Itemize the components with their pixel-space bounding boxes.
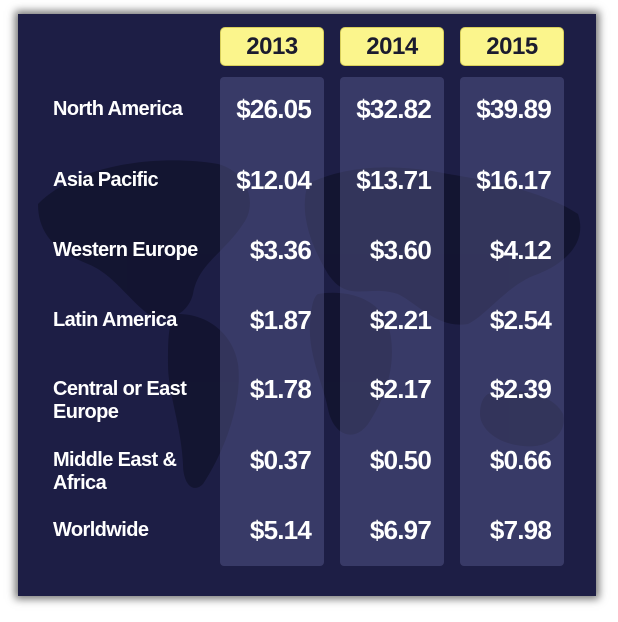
value-cell: $2.54 (489, 305, 552, 335)
value-cell: $0.50 (369, 445, 432, 475)
year-header-2015: 2015 (460, 27, 564, 66)
value-cell: $6.97 (369, 515, 432, 545)
region-label: Central or East Europe (53, 378, 187, 423)
value-cell: $4.12 (489, 235, 552, 265)
value-cell: $2.17 (369, 374, 432, 404)
value-cell: $3.60 (369, 235, 432, 265)
region-label: Asia Pacific (53, 169, 159, 191)
region-label: North America (53, 98, 183, 120)
value-cell: $13.71 (356, 165, 432, 195)
value-cell: $2.21 (369, 305, 432, 335)
value-cell: $7.98 (489, 515, 552, 545)
region-label: Middle East & Africa (53, 449, 177, 494)
value-cell: $0.37 (249, 445, 312, 475)
world-map-icon (38, 160, 581, 488)
region-label: Latin America (53, 309, 177, 331)
value-cell: $12.04 (236, 165, 312, 195)
value-cell: $5.14 (249, 515, 312, 545)
value-cell: $16.17 (476, 165, 552, 195)
value-cell: $1.87 (249, 305, 312, 335)
value-cell: $26.05 (236, 94, 312, 124)
value-cell: $1.78 (249, 374, 312, 404)
region-label: Worldwide (53, 519, 149, 541)
value-cell: $0.66 (489, 445, 552, 475)
column-band-2014 (340, 77, 444, 566)
region-label: Western Europe (53, 239, 198, 261)
column-band-2013 (220, 77, 324, 566)
value-cell: $39.89 (476, 94, 552, 124)
year-header-2014: 2014 (340, 27, 444, 66)
column-band-2015 (460, 77, 564, 566)
value-cell: $2.39 (489, 374, 552, 404)
value-cell: $32.82 (356, 94, 432, 124)
year-header-2013: 2013 (220, 27, 324, 66)
chart-panel: 2013 2014 2015 North America $26.05 $32.… (18, 14, 596, 596)
value-cell: $3.36 (249, 235, 312, 265)
